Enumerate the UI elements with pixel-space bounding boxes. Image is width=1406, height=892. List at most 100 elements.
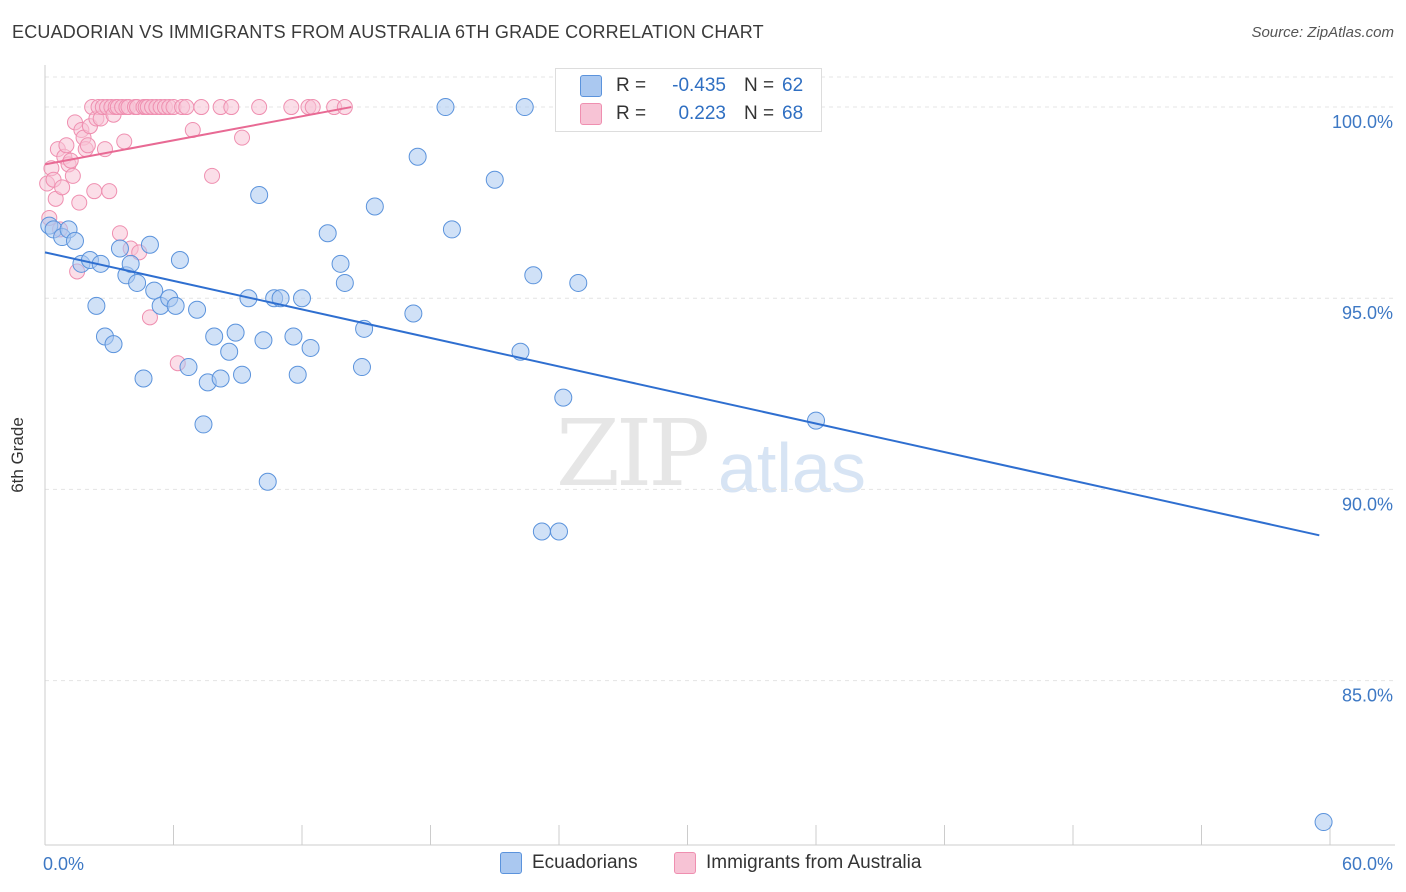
legend-label-australia: Immigrants from Australia	[706, 852, 922, 873]
data-point	[65, 231, 84, 250]
data-point	[71, 194, 88, 211]
data-point	[288, 365, 307, 384]
data-point	[58, 137, 75, 154]
y-axis-title: 6th Grade	[8, 417, 27, 493]
legend-item-australia[interactable]: Immigrants from Australia	[674, 852, 921, 874]
data-point	[352, 358, 371, 377]
tick-labels: 100.0% 95.0% 90.0% 85.0% 0.0% 60.0%	[43, 112, 1393, 874]
data-point	[234, 129, 251, 146]
legend-swatch-pink	[674, 852, 696, 874]
data-point	[104, 335, 123, 354]
data-point	[188, 300, 207, 319]
data-point	[116, 133, 133, 150]
data-point	[64, 167, 81, 184]
data-point	[335, 273, 354, 292]
data-point	[128, 273, 147, 292]
data-point	[293, 289, 311, 308]
data-point	[86, 183, 103, 200]
legend-swatch-blue	[500, 852, 522, 874]
legend-n-label: N =	[744, 103, 775, 124]
series-ecuadorians	[40, 98, 1333, 832]
legend-n-value: 68	[782, 103, 804, 124]
data-point	[301, 338, 320, 357]
data-point	[569, 273, 588, 292]
legend-row-australia: R = 0.223 N = 68	[556, 100, 803, 128]
legend-n-value: 62	[782, 75, 804, 96]
data-point	[436, 98, 455, 117]
data-point	[258, 472, 277, 491]
data-point	[807, 411, 825, 430]
data-point	[205, 327, 224, 346]
legend-swatch-pink	[580, 103, 602, 125]
data-point	[318, 224, 337, 243]
data-point	[251, 99, 268, 116]
data-point	[485, 170, 504, 189]
data-point	[404, 304, 423, 323]
data-point	[54, 179, 71, 196]
y-tick-label: 85.0%	[1342, 686, 1393, 706]
series-immigrants-from-australia	[39, 99, 353, 372]
data-point	[111, 225, 128, 242]
data-point	[254, 331, 273, 350]
x-tick-label: 60.0%	[1342, 854, 1393, 874]
trend-lines	[44, 106, 1320, 537]
data-point	[223, 99, 240, 116]
data-point	[87, 296, 106, 315]
data-point	[204, 167, 221, 184]
trend-line	[44, 251, 1320, 537]
data-point	[110, 239, 129, 258]
data-point	[532, 522, 551, 541]
y-tick-label: 100.0%	[1332, 112, 1393, 132]
legend-r-value: -0.435	[672, 75, 726, 96]
data-point	[166, 296, 185, 315]
data-point	[79, 137, 96, 154]
x-tick-label: 0.0%	[43, 854, 84, 874]
series-legend: Ecuadorians Immigrants from Australia	[0, 852, 1406, 878]
data-point	[141, 309, 158, 326]
data-point	[250, 186, 269, 204]
data-point	[101, 183, 118, 200]
legend-item-ecuadorians[interactable]: Ecuadorians	[500, 852, 638, 874]
data-point	[284, 327, 303, 346]
y-tick-label: 90.0%	[1342, 494, 1393, 514]
stats-legend: R = -0.435 N = 62 R = 0.223 N = 68	[555, 68, 822, 132]
data-point	[271, 289, 290, 308]
trend-line	[44, 106, 352, 166]
data-point	[524, 266, 543, 285]
data-point	[145, 281, 164, 300]
data-point	[178, 99, 195, 116]
data-point	[408, 147, 427, 166]
legend-row-ecuadorians: R = -0.435 N = 62	[556, 72, 803, 100]
data-point	[220, 342, 239, 361]
data-point	[170, 251, 189, 269]
data-point	[283, 99, 300, 116]
chart-source: Source: ZipAtlas.com	[1251, 24, 1394, 41]
legend-r-value: 0.223	[678, 103, 726, 124]
data-point	[365, 197, 384, 216]
data-point	[193, 99, 210, 116]
data-point	[550, 522, 568, 541]
axes	[44, 65, 1395, 846]
legend-r-label: R =	[616, 103, 647, 124]
legend-label-ecuadorians: Ecuadorians	[532, 852, 638, 873]
watermark-atlas: atlas	[718, 429, 866, 507]
chart-title: ECUADORIAN VS IMMIGRANTS FROM AUSTRALIA …	[12, 22, 764, 42]
data-point	[515, 98, 534, 117]
data-point	[554, 388, 573, 407]
legend-r-label: R =	[616, 75, 647, 96]
legend-n-label: N =	[744, 75, 775, 96]
data-point	[211, 369, 230, 388]
data-point	[1314, 813, 1333, 832]
data-point	[134, 369, 153, 388]
data-point	[179, 358, 198, 377]
data-point	[194, 415, 213, 434]
legend-swatch-blue	[580, 75, 602, 97]
data-point	[140, 235, 159, 254]
data-point	[226, 323, 245, 342]
data-point	[442, 220, 461, 239]
y-tick-label: 95.0%	[1342, 303, 1393, 323]
data-point	[331, 254, 350, 273]
data-point	[233, 365, 252, 384]
data-point	[336, 99, 353, 116]
